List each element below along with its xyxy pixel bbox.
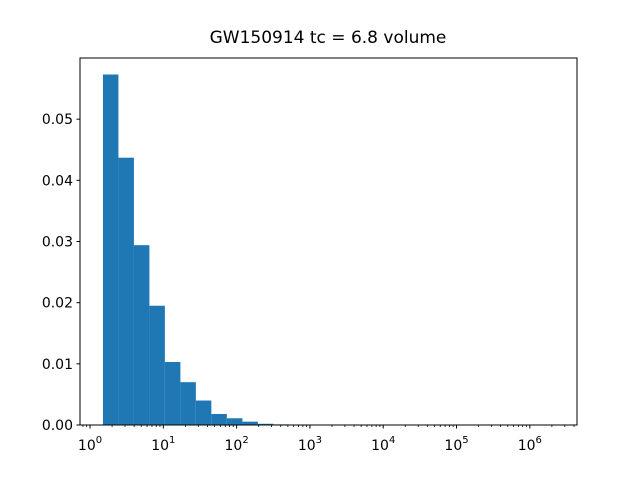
y-major-ticks-group: 0.00 0.01 0.02 0.03 0.04 0.05 — [42, 112, 80, 434]
y-tick-label: 0.02 — [42, 296, 73, 312]
y-tick-label: 0.01 — [42, 357, 73, 373]
x-tick-label: 102 — [225, 435, 249, 454]
x-tick-label: 101 — [151, 435, 175, 454]
histogram-bar — [257, 423, 274, 425]
histogram-bar — [195, 400, 212, 425]
x-tick-label: 104 — [371, 435, 395, 454]
chart-title: GW150914 tc = 6.8 volume — [210, 28, 447, 48]
y-tick-label: 0.00 — [42, 418, 73, 434]
y-tick-label: 0.04 — [42, 173, 73, 189]
histogram-bar — [211, 413, 227, 425]
x-tick-label: 106 — [518, 435, 542, 454]
bars-group — [102, 74, 289, 425]
histogram-bar — [226, 418, 243, 425]
plot-border — [79, 57, 578, 426]
y-tick-label: 0.03 — [42, 235, 73, 251]
x-major-ticks-group: 100 101 102 103 104 105 106 — [78, 425, 542, 454]
x-tick-label: 103 — [298, 435, 322, 454]
histogram-bar — [149, 305, 165, 425]
x-tick-label: 105 — [444, 435, 468, 454]
histogram-bar — [242, 421, 258, 425]
y-tick-label: 0.05 — [42, 112, 73, 128]
histogram-bar — [133, 245, 150, 425]
histogram-bar — [118, 157, 134, 425]
histogram-bar — [102, 74, 119, 425]
x-tick-label: 100 — [78, 435, 102, 454]
histogram-bar — [164, 362, 181, 425]
histogram-bar — [180, 382, 196, 425]
